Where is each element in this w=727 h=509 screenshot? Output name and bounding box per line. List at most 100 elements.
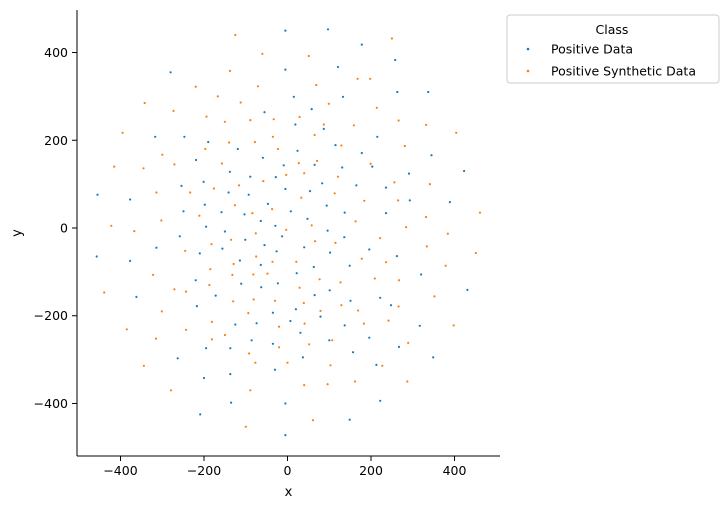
data-point-series-2	[205, 115, 208, 118]
data-point-series-2	[223, 333, 226, 337]
data-point-series-2	[329, 364, 332, 367]
data-point-series-2	[254, 361, 257, 364]
x-tick-label: 400	[443, 463, 467, 478]
data-point-series-1	[194, 279, 197, 282]
data-point-series-1	[271, 342, 274, 345]
x-ticks: −400 −200 0 200 400	[103, 456, 466, 478]
data-point-series-1	[371, 165, 374, 168]
data-point-series-2	[210, 320, 213, 323]
data-point-series-2	[360, 257, 363, 260]
data-point-series-1	[322, 127, 325, 130]
y-tick-label: 200	[44, 133, 68, 148]
data-point-series-1	[284, 187, 287, 191]
data-point-series-2	[248, 352, 251, 355]
axes	[76, 10, 500, 457]
data-point-series-1	[250, 339, 253, 342]
data-point-series-1	[328, 289, 331, 292]
data-point-series-2	[152, 273, 155, 276]
data-point-series-1	[463, 169, 466, 173]
data-point-series-2	[255, 255, 258, 258]
data-point-series-1	[301, 356, 304, 359]
data-point-series-1	[343, 236, 346, 239]
data-point-series-1	[427, 90, 430, 94]
data-point-series-2	[336, 175, 340, 178]
y-tick-label: 400	[44, 45, 68, 60]
data-point-series-1	[273, 368, 277, 371]
data-point-series-2	[428, 183, 431, 186]
data-point-series-2	[333, 192, 336, 195]
data-point-series-1	[397, 345, 401, 348]
data-point-series-2	[142, 364, 145, 367]
x-tick-label: −400	[103, 463, 137, 478]
data-point-series-1	[255, 322, 258, 325]
data-point-series-2	[113, 165, 116, 168]
x-tick-label: 0	[284, 463, 292, 478]
data-point-series-2	[133, 230, 136, 233]
data-point-series-2	[340, 304, 343, 307]
data-point-series-1	[259, 263, 262, 266]
data-point-series-1	[376, 135, 379, 138]
data-point-series-2	[212, 187, 216, 190]
data-point-series-2	[223, 120, 226, 123]
data-point-series-2	[194, 85, 197, 88]
data-point-series-2	[362, 322, 365, 325]
data-point-series-2	[220, 162, 224, 165]
data-point-series-2	[154, 337, 158, 340]
data-point-series-2	[334, 241, 337, 244]
data-point-series-1	[207, 140, 210, 144]
data-point-series-1	[418, 324, 421, 327]
data-point-series-1	[284, 434, 287, 437]
data-point-series-2	[316, 159, 319, 162]
data-point-series-1	[368, 248, 371, 251]
data-point-series-2	[375, 106, 378, 109]
legend: Class Positive Data Positive Synthetic Da…	[506, 14, 720, 84]
data-point-series-1	[274, 224, 277, 227]
data-point-series-1	[263, 244, 266, 247]
data-point-series-2	[173, 288, 176, 291]
data-point-series-2	[311, 419, 315, 422]
data-point-series-1	[384, 186, 388, 189]
data-point-series-2	[397, 279, 401, 282]
legend-marker	[526, 47, 530, 51]
data-point-series-1	[229, 373, 232, 376]
data-point-series-2	[210, 338, 213, 341]
data-point-series-2	[397, 305, 400, 308]
data-point-series-1	[430, 154, 433, 157]
data-point-series-1	[129, 259, 132, 262]
data-point-series-2	[239, 101, 242, 104]
data-point-series-2	[331, 339, 334, 342]
data-point-series-2	[314, 240, 317, 243]
data-point-series-2	[262, 180, 265, 183]
data-point-series-2	[208, 283, 211, 287]
data-point-series-2	[172, 109, 175, 112]
legend-title: Class	[596, 22, 629, 37]
data-point-series-2	[249, 119, 252, 122]
data-point-series-1	[466, 288, 469, 291]
data-point-series-2	[266, 272, 269, 275]
x-tick-label: 200	[359, 463, 383, 478]
data-point-series-2	[373, 277, 376, 280]
data-point-series-2	[261, 52, 264, 55]
y-axis-label: y	[10, 229, 25, 237]
data-point-series-1	[182, 210, 185, 213]
data-point-series-1	[227, 191, 230, 194]
data-point-series-2	[254, 232, 257, 235]
data-point-series-2	[142, 167, 145, 170]
data-point-series-2	[103, 291, 106, 294]
data-point-series-1	[308, 190, 312, 193]
data-point-series-2	[379, 237, 382, 240]
data-point-series-1	[375, 363, 378, 366]
data-point-series-2	[189, 191, 192, 194]
data-point-series-2	[184, 249, 187, 252]
data-point-series-2	[271, 208, 274, 211]
data-point-series-1	[348, 264, 351, 267]
data-point-series-2	[216, 95, 219, 98]
data-point-series-2	[298, 115, 301, 119]
data-point-series-2	[352, 124, 355, 127]
data-point-series-1	[349, 299, 352, 302]
data-point-series-1	[203, 203, 206, 206]
data-point-series-1	[306, 217, 309, 220]
data-point-series-1	[284, 402, 287, 405]
data-point-series-2	[276, 147, 279, 151]
data-point-series-1	[229, 347, 232, 350]
